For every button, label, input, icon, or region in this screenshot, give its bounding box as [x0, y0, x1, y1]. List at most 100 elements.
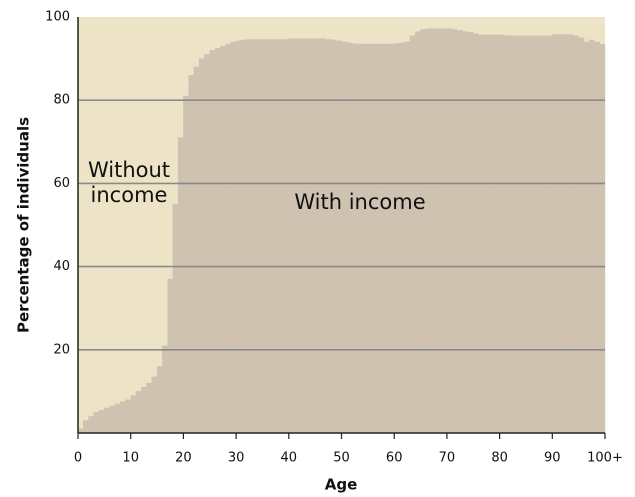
- bar: [204, 54, 210, 434]
- bar: [462, 31, 469, 434]
- bar: [135, 391, 142, 434]
- bar: [309, 38, 316, 434]
- bar: [415, 31, 421, 434]
- bar: [357, 43, 363, 434]
- bar: [283, 39, 289, 434]
- bar: [467, 32, 474, 434]
- bar: [567, 34, 574, 434]
- bar: [325, 39, 332, 434]
- x-tick-label: 70: [439, 451, 456, 466]
- x-tick-label: 80: [491, 451, 508, 466]
- bar: [98, 409, 105, 434]
- y-tick-label: 100: [45, 10, 70, 25]
- bar: [288, 38, 295, 434]
- bar: [473, 33, 479, 434]
- bar: [130, 395, 137, 434]
- bar: [320, 38, 326, 434]
- bar: [119, 401, 126, 434]
- x-tick-label: 30: [228, 451, 245, 466]
- bar: [457, 30, 463, 434]
- bar: [430, 28, 437, 434]
- bar: [599, 43, 606, 434]
- bar: [362, 43, 369, 434]
- bar: [104, 407, 110, 434]
- bar: [225, 43, 232, 434]
- bar: [420, 29, 427, 434]
- bar: [93, 412, 100, 434]
- bar: [151, 376, 158, 434]
- x-tick-label: 50: [333, 451, 350, 466]
- bar: [256, 39, 263, 434]
- bar: [499, 34, 506, 434]
- bar: [536, 35, 542, 434]
- bar: [488, 34, 495, 434]
- bar: [573, 35, 579, 434]
- x-tick-label: 60: [386, 451, 403, 466]
- bar: [425, 28, 432, 434]
- x-tick-label: 20: [175, 451, 192, 466]
- bar: [546, 35, 553, 434]
- bar: [520, 35, 527, 434]
- bar: [378, 43, 384, 434]
- bar: [125, 399, 131, 434]
- bar: [451, 29, 458, 434]
- bar: [372, 43, 379, 434]
- bar: [188, 75, 195, 434]
- bar: [557, 34, 564, 434]
- bar: [525, 35, 532, 434]
- bar: [262, 39, 268, 434]
- bar: [214, 48, 221, 434]
- bar: [278, 39, 284, 434]
- bar: [156, 366, 163, 434]
- y-tick-label: 60: [53, 176, 70, 191]
- bar: [304, 38, 311, 434]
- bar: [83, 420, 89, 434]
- bar: [199, 58, 205, 434]
- bar: [541, 35, 548, 434]
- bar: [146, 382, 152, 434]
- y-tick-label: 20: [53, 342, 70, 357]
- bar: [552, 34, 558, 434]
- bar: [114, 403, 121, 434]
- bar: [351, 43, 358, 434]
- bar: [483, 34, 490, 434]
- bar: [88, 416, 95, 434]
- x-axis-title: Age: [325, 476, 358, 494]
- bar: [209, 50, 216, 434]
- bar: [162, 345, 168, 434]
- y-tick-label: 80: [53, 93, 70, 108]
- x-tick-label: 40: [281, 451, 298, 466]
- x-tick-label: 0: [74, 451, 82, 466]
- bar: [515, 35, 521, 434]
- x-tick-label: 90: [544, 451, 561, 466]
- bar: [183, 95, 189, 434]
- bar: [509, 35, 516, 434]
- bar: [141, 387, 147, 434]
- bar: [314, 38, 321, 434]
- bar: [531, 35, 537, 434]
- bar: [241, 39, 247, 434]
- bar: [293, 38, 300, 434]
- annotation: With income: [294, 190, 426, 214]
- bar: [167, 278, 174, 434]
- bar: [409, 35, 416, 434]
- bar: [446, 28, 453, 434]
- x-tick-label: 100+: [587, 451, 623, 466]
- bar: [504, 35, 511, 434]
- bar: [494, 34, 500, 434]
- y-axis-title: Percentage of individuals: [15, 117, 33, 333]
- bar: [394, 43, 400, 434]
- bar: [109, 405, 116, 434]
- bar: [267, 39, 274, 434]
- annotation: Without income: [87, 158, 171, 207]
- bar: [588, 39, 595, 434]
- bar: [346, 42, 353, 434]
- bar: [246, 39, 253, 434]
- bar: [299, 38, 305, 434]
- bar: [388, 43, 395, 434]
- bar: [220, 45, 226, 434]
- bar: [172, 203, 179, 434]
- bar: [272, 39, 279, 434]
